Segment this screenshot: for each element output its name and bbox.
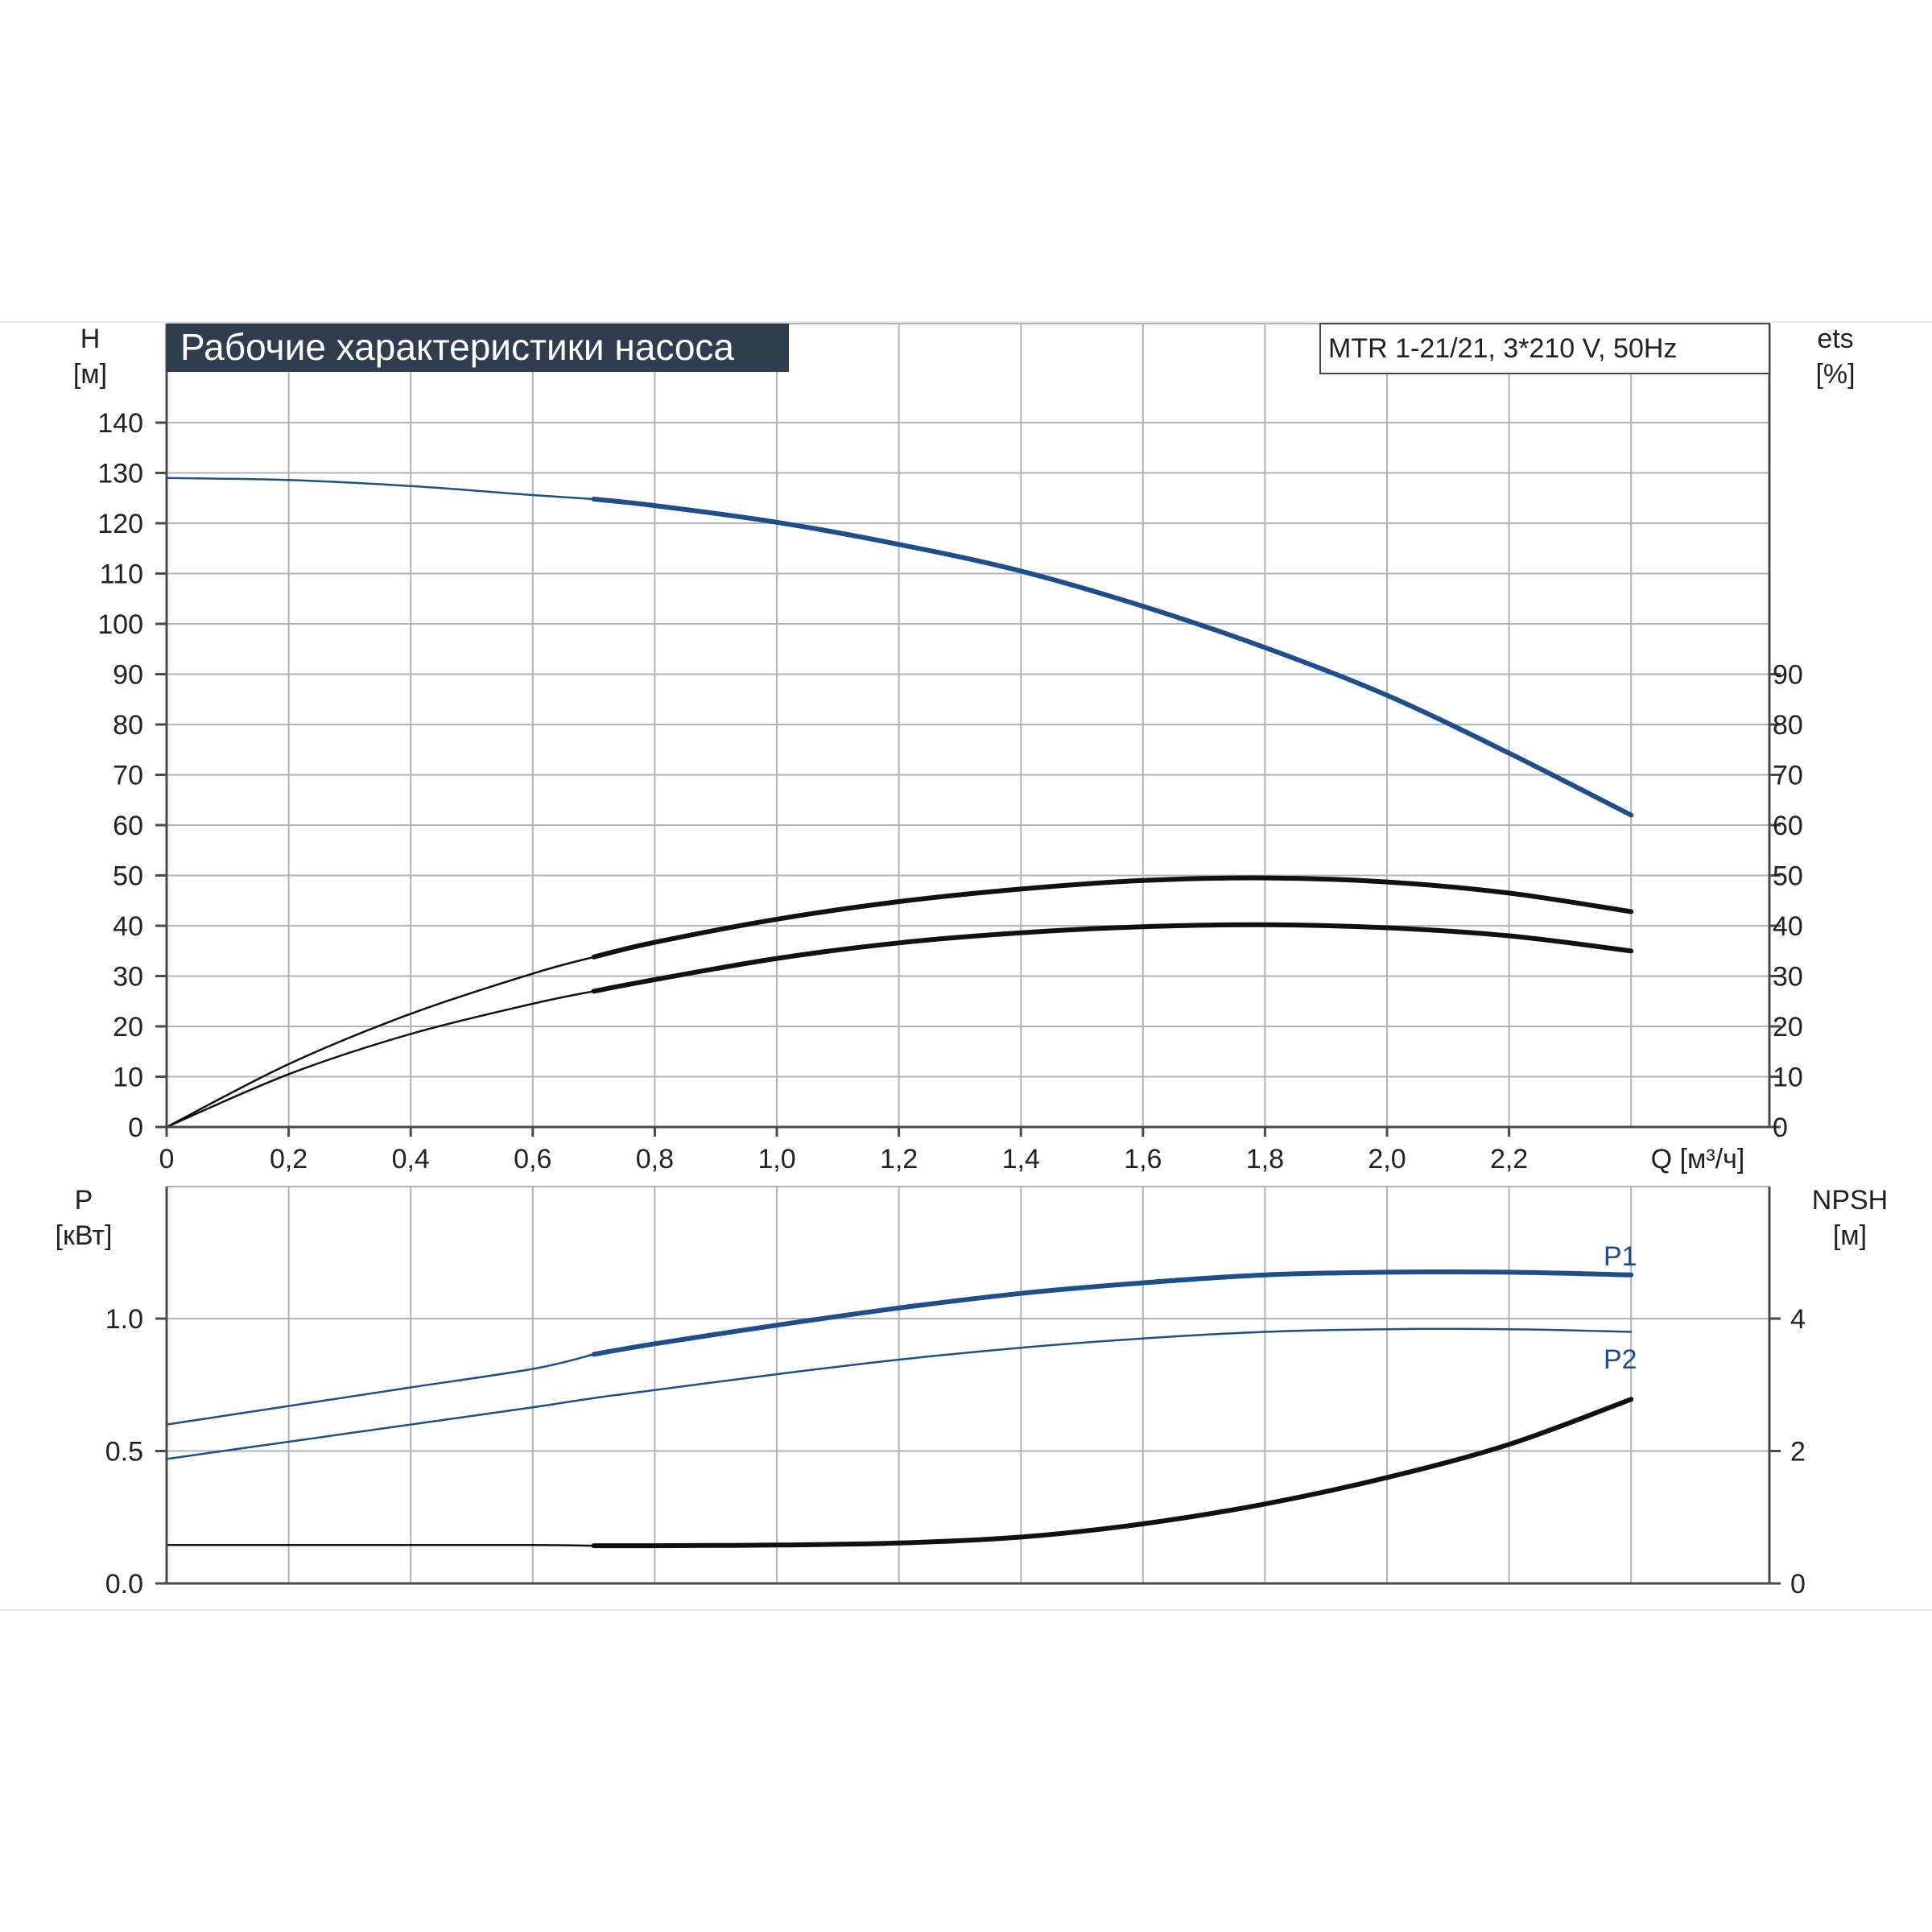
curve-P1-thin — [165, 1353, 595, 1426]
chart-title: Рабочие характеристики насоса — [180, 326, 734, 368]
y-right-tick-label: 10 — [1773, 1063, 1803, 1093]
y-tick-label: 60 — [113, 811, 143, 841]
y-right-tick-label: 20 — [1773, 1012, 1803, 1042]
x-tick-label: 0 — [159, 1144, 175, 1174]
x-tick-label: 0,2 — [270, 1144, 308, 1174]
axes — [155, 324, 1781, 1585]
top-right-axis-label: ets [%] — [1815, 324, 1855, 390]
x-tick-label: 0,8 — [636, 1144, 674, 1174]
curve-eta_upper — [591, 875, 1634, 960]
p1-label: P1 — [1604, 1241, 1637, 1272]
y-right-tick-label: 30 — [1773, 962, 1803, 993]
p-tick-label: 0.0 — [105, 1569, 143, 1600]
top-left-axis-label: H [м] — [73, 324, 107, 390]
bottom-axes — [165, 1187, 1769, 1585]
tick-labels: 0102030405060708090100110120130140010203… — [97, 408, 1806, 1600]
model-label: MTR 1-21/21, 3*210 V, 50Hz — [1328, 333, 1677, 364]
p-tick-label: 1.0 — [105, 1304, 143, 1335]
bottom-left-axis-label: P [кВт] — [56, 1185, 113, 1251]
y-tick-label: 30 — [113, 962, 143, 993]
npsh-tick-label: 0 — [1790, 1569, 1806, 1600]
curve-P2-thin — [165, 1327, 1633, 1460]
title-banner — [167, 324, 789, 372]
curve-eta_lower-thin — [165, 990, 595, 1129]
y-tick-label: 70 — [113, 761, 143, 791]
bottom-grid — [167, 1186, 1770, 1583]
y-right-tick-label: 40 — [1773, 911, 1803, 942]
p2-label: P2 — [1604, 1344, 1637, 1375]
y-tick-label: 10 — [113, 1063, 143, 1093]
bottom-right-axis-label: NPSH [м] — [1812, 1185, 1888, 1251]
x-tick-label: 1,8 — [1246, 1144, 1284, 1174]
y-right-tick-label: 90 — [1773, 660, 1803, 691]
x-tick-label: 0,4 — [392, 1144, 430, 1174]
y-tick-label: 110 — [100, 559, 143, 590]
y-tick-label: 80 — [113, 710, 143, 741]
y-right-tick-label: 70 — [1773, 761, 1803, 791]
x-tick-label: 2,2 — [1490, 1144, 1528, 1174]
y-tick-label: 140 — [97, 408, 143, 439]
x-tick-label: 1,2 — [880, 1144, 918, 1174]
curve-NPSH — [591, 1397, 1634, 1549]
bottom-curves — [165, 1269, 1634, 1549]
x-tick-label: 1,6 — [1124, 1144, 1162, 1174]
top-grid — [167, 323, 1770, 1127]
y-right-tick-label: 80 — [1773, 710, 1803, 741]
y-right-tick-label: 60 — [1773, 811, 1803, 841]
x-tick-label: 0,6 — [514, 1144, 551, 1174]
y-tick-label: 0 — [128, 1113, 143, 1143]
y-tick-label: 40 — [113, 911, 143, 942]
y-right-tick-label: 0 — [1773, 1113, 1788, 1143]
y-tick-label: 100 — [97, 609, 143, 640]
y-tick-label: 90 — [113, 660, 143, 691]
top-axes — [165, 324, 1769, 1129]
y-right-tick-label: 50 — [1773, 861, 1803, 892]
x-axis-label: Q [м³/ч] — [1651, 1144, 1745, 1174]
npsh-tick-label: 4 — [1790, 1304, 1806, 1335]
x-tick-label: 2,0 — [1368, 1144, 1406, 1174]
x-tick-label: 1,4 — [1002, 1144, 1040, 1174]
curve-eta_lower — [591, 922, 1634, 994]
y-tick-label: 20 — [113, 1012, 143, 1042]
p-tick-label: 0.5 — [105, 1437, 143, 1468]
curve-NPSH-thin — [165, 1544, 595, 1547]
curve-P1 — [591, 1269, 1634, 1357]
curve-eta_upper-thin — [165, 956, 595, 1129]
y-tick-label: 130 — [97, 459, 143, 489]
top-curves — [165, 477, 1634, 1129]
curve-H — [591, 497, 1634, 818]
y-tick-label: 120 — [97, 509, 143, 539]
x-tick-label: 1,0 — [758, 1144, 795, 1174]
model-box — [1319, 323, 1770, 374]
npsh-tick-label: 2 — [1790, 1437, 1806, 1468]
curve-H-thin — [165, 477, 595, 501]
y-tick-label: 50 — [113, 861, 143, 892]
